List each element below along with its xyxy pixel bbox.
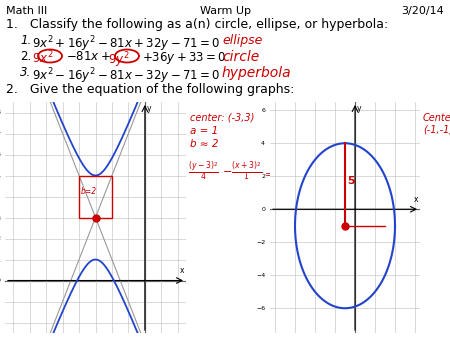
Text: center: (-3,3): center: (-3,3) — [190, 113, 254, 123]
Text: (-1,-1): (-1,-1) — [423, 124, 450, 134]
Text: $9y^2$: $9y^2$ — [108, 50, 130, 70]
Text: $-81x+$: $-81x+$ — [66, 50, 111, 63]
Text: 1.   Classify the following as a(n) circle, ellipse, or hyperbola:: 1. Classify the following as a(n) circle… — [6, 18, 388, 31]
Text: $-\frac{(x+3)^2}{1}$: $-\frac{(x+3)^2}{1}$ — [222, 160, 262, 182]
Text: 2.: 2. — [20, 50, 31, 63]
Text: Math III: Math III — [6, 6, 47, 16]
Text: 5: 5 — [347, 176, 355, 187]
Text: $\frac{(x+1)^2}{36}+\frac{(y+1)^2}{25}=1$: $\frac{(x+1)^2}{36}+\frac{(y+1)^2}{25}=1… — [310, 310, 395, 331]
Text: 3/20/14: 3/20/14 — [401, 6, 444, 16]
Text: Warm Up: Warm Up — [199, 6, 251, 16]
Text: x: x — [414, 195, 418, 204]
Text: x: x — [180, 266, 184, 275]
Text: $9x^2+16y^2-81x+32y-71=0$: $9x^2+16y^2-81x+32y-71=0$ — [32, 34, 220, 54]
Text: a = 1: a = 1 — [190, 126, 218, 136]
Text: b=2: b=2 — [81, 187, 97, 196]
Text: $9x^2$: $9x^2$ — [32, 50, 54, 67]
Text: $+36y+33=0$: $+36y+33=0$ — [142, 50, 226, 66]
Text: y: y — [147, 104, 151, 113]
Text: $9x^2-16y^2-81x-32y-71=0$: $9x^2-16y^2-81x-32y-71=0$ — [32, 66, 220, 86]
Text: 3.: 3. — [20, 66, 31, 79]
Text: b ≈ 2: b ≈ 2 — [190, 139, 219, 149]
Text: hyperbola: hyperbola — [222, 66, 292, 80]
Text: y: y — [357, 104, 361, 113]
Text: $\frac{(y-3)^2}{4}$: $\frac{(y-3)^2}{4}$ — [188, 160, 219, 182]
Text: $= 1$: $= 1$ — [262, 168, 284, 180]
Bar — [79, 175, 112, 217]
Text: Center:: Center: — [423, 113, 450, 123]
Text: ellipse: ellipse — [222, 34, 262, 47]
Text: 1.: 1. — [20, 34, 31, 47]
Text: 2.   Give the equation of the following graphs:: 2. Give the equation of the following gr… — [6, 83, 294, 96]
Text: circle: circle — [222, 50, 259, 64]
